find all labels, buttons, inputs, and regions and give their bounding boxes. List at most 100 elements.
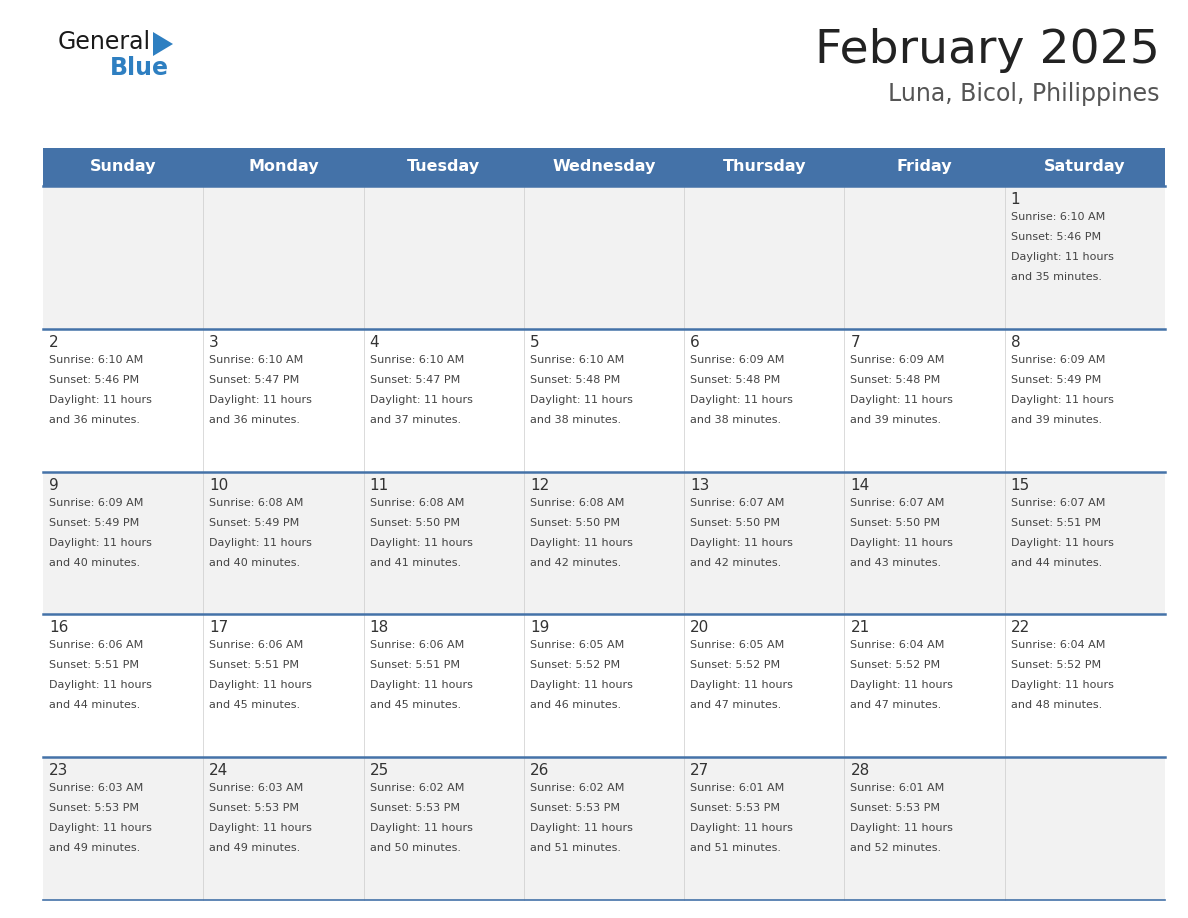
Text: Sunset: 5:51 PM: Sunset: 5:51 PM (1011, 518, 1101, 528)
Text: and 42 minutes.: and 42 minutes. (690, 557, 782, 567)
Text: Sunset: 5:53 PM: Sunset: 5:53 PM (369, 803, 460, 813)
Text: Sunset: 5:50 PM: Sunset: 5:50 PM (530, 518, 620, 528)
Text: Sunset: 5:53 PM: Sunset: 5:53 PM (209, 803, 299, 813)
Text: Sunrise: 6:10 AM: Sunrise: 6:10 AM (49, 354, 144, 364)
Text: Sunset: 5:48 PM: Sunset: 5:48 PM (530, 375, 620, 385)
Text: Daylight: 11 hours: Daylight: 11 hours (1011, 395, 1113, 405)
Text: 13: 13 (690, 477, 709, 493)
Text: 19: 19 (530, 621, 549, 635)
Text: Sunrise: 6:06 AM: Sunrise: 6:06 AM (209, 641, 304, 650)
Text: 25: 25 (369, 763, 388, 778)
Text: 26: 26 (530, 763, 549, 778)
Text: Sunrise: 6:07 AM: Sunrise: 6:07 AM (690, 498, 784, 508)
Text: and 38 minutes.: and 38 minutes. (530, 415, 621, 425)
Text: Sunset: 5:46 PM: Sunset: 5:46 PM (1011, 232, 1101, 242)
Text: Sunrise: 6:04 AM: Sunrise: 6:04 AM (851, 641, 944, 650)
Text: 6: 6 (690, 335, 700, 350)
Text: Daylight: 11 hours: Daylight: 11 hours (49, 823, 152, 834)
Text: and 36 minutes.: and 36 minutes. (49, 415, 140, 425)
Text: 14: 14 (851, 477, 870, 493)
Bar (43, 757, 1165, 900)
Text: 7: 7 (851, 335, 860, 350)
Text: 24: 24 (209, 763, 228, 778)
Text: Sunrise: 6:09 AM: Sunrise: 6:09 AM (1011, 354, 1105, 364)
Text: and 50 minutes.: and 50 minutes. (369, 844, 461, 853)
Text: Sunrise: 6:10 AM: Sunrise: 6:10 AM (369, 354, 463, 364)
Text: and 51 minutes.: and 51 minutes. (530, 844, 621, 853)
Text: Sunset: 5:49 PM: Sunset: 5:49 PM (49, 518, 139, 528)
Text: and 37 minutes.: and 37 minutes. (369, 415, 461, 425)
Text: Sunrise: 6:07 AM: Sunrise: 6:07 AM (1011, 498, 1105, 508)
Text: Daylight: 11 hours: Daylight: 11 hours (851, 395, 953, 405)
Text: Daylight: 11 hours: Daylight: 11 hours (530, 680, 633, 690)
Text: Sunrise: 6:01 AM: Sunrise: 6:01 AM (851, 783, 944, 793)
Text: 12: 12 (530, 477, 549, 493)
Text: 5: 5 (530, 335, 539, 350)
Text: Daylight: 11 hours: Daylight: 11 hours (1011, 538, 1113, 548)
Text: and 36 minutes.: and 36 minutes. (209, 415, 301, 425)
Text: Daylight: 11 hours: Daylight: 11 hours (49, 680, 152, 690)
Text: and 40 minutes.: and 40 minutes. (49, 557, 140, 567)
Text: Friday: Friday (897, 160, 953, 174)
Text: Daylight: 11 hours: Daylight: 11 hours (209, 395, 312, 405)
Bar (43, 148, 1165, 186)
Text: Daylight: 11 hours: Daylight: 11 hours (209, 823, 312, 834)
Text: Sunrise: 6:09 AM: Sunrise: 6:09 AM (851, 354, 944, 364)
Text: Sunrise: 6:09 AM: Sunrise: 6:09 AM (49, 498, 144, 508)
Text: Saturday: Saturday (1044, 160, 1125, 174)
Text: 3: 3 (209, 335, 219, 350)
Text: 2: 2 (49, 335, 58, 350)
Text: 20: 20 (690, 621, 709, 635)
Text: Sunday: Sunday (90, 160, 157, 174)
Text: 18: 18 (369, 621, 388, 635)
Text: Sunset: 5:52 PM: Sunset: 5:52 PM (1011, 660, 1101, 670)
Text: February 2025: February 2025 (815, 28, 1159, 73)
Text: 23: 23 (49, 763, 69, 778)
Text: Sunrise: 6:06 AM: Sunrise: 6:06 AM (49, 641, 144, 650)
Text: Daylight: 11 hours: Daylight: 11 hours (1011, 680, 1113, 690)
Text: and 35 minutes.: and 35 minutes. (1011, 272, 1101, 282)
Text: Sunset: 5:52 PM: Sunset: 5:52 PM (530, 660, 620, 670)
Text: 16: 16 (49, 621, 69, 635)
Text: and 44 minutes.: and 44 minutes. (1011, 557, 1102, 567)
Text: 11: 11 (369, 477, 388, 493)
Text: and 41 minutes.: and 41 minutes. (369, 557, 461, 567)
Text: and 40 minutes.: and 40 minutes. (209, 557, 301, 567)
Text: Sunset: 5:53 PM: Sunset: 5:53 PM (851, 803, 941, 813)
Text: Sunset: 5:53 PM: Sunset: 5:53 PM (530, 803, 620, 813)
Text: 15: 15 (1011, 477, 1030, 493)
Text: Wednesday: Wednesday (552, 160, 656, 174)
Text: Blue: Blue (110, 56, 169, 80)
Bar (43, 614, 1165, 757)
Text: Daylight: 11 hours: Daylight: 11 hours (369, 395, 473, 405)
Text: Daylight: 11 hours: Daylight: 11 hours (209, 538, 312, 548)
Text: 21: 21 (851, 621, 870, 635)
Text: Sunrise: 6:04 AM: Sunrise: 6:04 AM (1011, 641, 1105, 650)
Text: 1: 1 (1011, 192, 1020, 207)
Text: General: General (58, 30, 151, 54)
Text: Daylight: 11 hours: Daylight: 11 hours (690, 680, 794, 690)
Text: Sunset: 5:53 PM: Sunset: 5:53 PM (690, 803, 781, 813)
Text: Sunset: 5:52 PM: Sunset: 5:52 PM (690, 660, 781, 670)
Text: Sunset: 5:53 PM: Sunset: 5:53 PM (49, 803, 139, 813)
Text: Daylight: 11 hours: Daylight: 11 hours (690, 538, 794, 548)
Text: Sunrise: 6:01 AM: Sunrise: 6:01 AM (690, 783, 784, 793)
Text: and 43 minutes.: and 43 minutes. (851, 557, 942, 567)
Text: Sunrise: 6:10 AM: Sunrise: 6:10 AM (530, 354, 624, 364)
Text: Daylight: 11 hours: Daylight: 11 hours (369, 823, 473, 834)
Text: Sunrise: 6:05 AM: Sunrise: 6:05 AM (530, 641, 624, 650)
Text: Sunrise: 6:07 AM: Sunrise: 6:07 AM (851, 498, 944, 508)
Text: 27: 27 (690, 763, 709, 778)
Text: Sunset: 5:48 PM: Sunset: 5:48 PM (690, 375, 781, 385)
Text: and 45 minutes.: and 45 minutes. (369, 700, 461, 711)
Text: Daylight: 11 hours: Daylight: 11 hours (530, 395, 633, 405)
Text: and 39 minutes.: and 39 minutes. (1011, 415, 1101, 425)
Text: Sunrise: 6:08 AM: Sunrise: 6:08 AM (530, 498, 624, 508)
Text: Tuesday: Tuesday (407, 160, 480, 174)
Text: Sunset: 5:50 PM: Sunset: 5:50 PM (851, 518, 941, 528)
Text: Sunrise: 6:03 AM: Sunrise: 6:03 AM (49, 783, 144, 793)
Text: Sunset: 5:47 PM: Sunset: 5:47 PM (369, 375, 460, 385)
Text: Sunset: 5:48 PM: Sunset: 5:48 PM (851, 375, 941, 385)
Text: Daylight: 11 hours: Daylight: 11 hours (369, 680, 473, 690)
Text: Sunset: 5:46 PM: Sunset: 5:46 PM (49, 375, 139, 385)
